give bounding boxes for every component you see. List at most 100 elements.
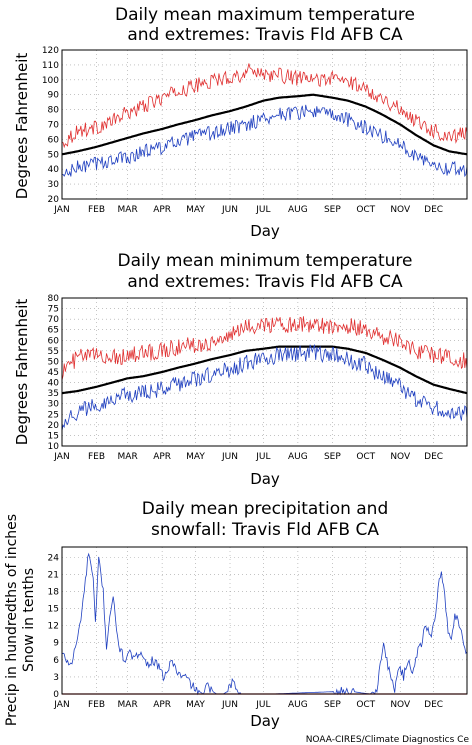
y-tick-label: 75 (48, 305, 59, 315)
y-tick-label: 65 (48, 326, 59, 336)
plot-frame (61, 49, 468, 200)
x-tick-label: AUG (288, 205, 308, 215)
y-tick-label: 30 (48, 400, 60, 410)
y-tick-label: 30 (48, 180, 60, 190)
grid (61, 49, 467, 200)
chart-title-line-1: Daily mean maximum temperature (115, 5, 415, 25)
y-tick-label: 60 (48, 135, 60, 145)
x-tick-label: NOV (390, 205, 411, 215)
chart-title-line-1: Daily mean minimum temperature (118, 251, 413, 271)
y-tick-label: 20 (48, 421, 60, 431)
y-tick-label: 3 (53, 673, 59, 683)
x-tick-label: OCT (356, 700, 375, 710)
x-tick-label: JUL (255, 205, 270, 215)
x-tick-label: MAR (118, 700, 138, 710)
y-tick-label: 80 (48, 106, 60, 116)
x-tick-label: JAN (53, 700, 69, 710)
series-line-precip (61, 552, 468, 696)
x-tick-label: OCT (356, 205, 375, 215)
x-tick-labels: JAN FEB MAR APR MAY JUN JUL AUG SEP OCT … (53, 205, 443, 215)
x-tick-label: DEC (424, 700, 443, 710)
y-tick-label: 12 (48, 622, 59, 632)
x-tick-label: MAR (118, 452, 138, 462)
series-line-min-extreme (61, 104, 468, 178)
y-tick-label: 0 (53, 690, 59, 700)
x-tick-label: MAR (118, 205, 138, 215)
y-axis-label-line-2: Snow in tenths (21, 568, 37, 672)
series-line-mean (61, 345, 468, 395)
y-tick-label: 18 (48, 587, 60, 597)
y-tick-label: 9 (53, 639, 59, 649)
y-tick-label: 40 (48, 165, 60, 175)
grid (61, 547, 467, 695)
x-tick-label: FEB (88, 700, 105, 710)
plot-frame (61, 546, 468, 695)
y-tick-label: 15 (48, 605, 59, 615)
series-lines (61, 316, 468, 431)
x-axis-label: Day (250, 712, 280, 730)
x-tick-label: DEC (424, 452, 443, 462)
series-line-min-extreme (61, 343, 468, 431)
x-tick-label: SEP (324, 205, 341, 215)
y-tick-label: 21 (48, 570, 59, 580)
x-tick-label: MAY (186, 205, 205, 215)
series-lines (61, 552, 468, 696)
y-tick-label: 6 (53, 656, 59, 666)
y-tick-label: 60 (48, 336, 60, 346)
x-tick-label: MAY (186, 700, 205, 710)
x-tick-label: JAN (53, 452, 69, 462)
x-tick-label: JUL (255, 700, 270, 710)
y-axis-label: Degrees Fahrenheit (13, 53, 31, 200)
x-tick-label: JAN (53, 205, 69, 215)
x-tick-label: APR (153, 700, 171, 710)
x-tick-label: JUL (255, 452, 270, 462)
y-tick-label: 90 (48, 91, 60, 101)
chart-max-temp: Daily mean maximum temperature and extre… (13, 5, 468, 240)
y-tick-label: 35 (48, 389, 59, 399)
y-tick-labels: 10 15 20 25 30 35 40 45 50 55 60 65 70 7… (48, 294, 60, 452)
x-tick-label: AUG (288, 700, 308, 710)
x-tick-label: SEP (324, 700, 341, 710)
chart-title-line-2: and extremes: Travis Fld AFB CA (127, 25, 403, 45)
x-tick-label: APR (153, 452, 171, 462)
x-tick-labels: JAN FEB MAR APR MAY JUN JUL AUG SEP OCT … (53, 700, 443, 710)
plot-frame (61, 297, 468, 447)
series-line-max-extreme (61, 63, 468, 149)
y-tick-label: 10 (48, 442, 60, 452)
y-tick-labels: 0 3 6 9 12 15 18 21 24 (48, 553, 60, 700)
y-tick-labels: 20 30 40 50 60 70 80 90 100 110 120 (42, 46, 59, 205)
x-axis-label: Day (250, 470, 280, 488)
y-tick-label: 70 (48, 121, 60, 131)
chart-min-temp: Daily mean minimum temperature and extre… (13, 251, 468, 488)
chart-precip: Daily mean precipitation and snowfall: T… (4, 499, 468, 730)
y-tick-label: 80 (48, 294, 60, 304)
x-tick-label: AUG (288, 452, 308, 462)
x-axis-label: Day (250, 222, 280, 240)
y-tick-label: 55 (48, 347, 59, 357)
y-tick-label: 70 (48, 315, 60, 325)
x-tick-label: DEC (424, 205, 443, 215)
x-tick-label: JUN (221, 700, 238, 710)
x-tick-label: JUN (221, 205, 238, 215)
y-tick-label: 15 (48, 431, 59, 441)
x-tick-label: NOV (390, 700, 411, 710)
credit-text: NOAA-CIRES/Climate Diagnostics Ce (306, 735, 470, 745)
series-line-mean (61, 93, 468, 156)
y-tick-label: 120 (42, 46, 59, 56)
y-tick-label: 40 (48, 379, 60, 389)
y-axis-label-line-1: Precip in hundredths of inches (4, 514, 20, 726)
y-tick-label: 25 (48, 410, 59, 420)
series-lines (61, 63, 468, 178)
y-tick-label: 100 (42, 76, 59, 86)
series-line-max-extreme (61, 316, 468, 381)
y-tick-label: 24 (48, 553, 60, 563)
x-tick-label: FEB (88, 205, 105, 215)
x-tick-labels: JAN FEB MAR APR MAY JUN JUL AUG SEP OCT … (53, 452, 443, 462)
chart-title-line-1: Daily mean precipitation and (142, 499, 389, 519)
y-tick-label: 20 (48, 195, 60, 205)
x-tick-label: APR (153, 205, 171, 215)
x-tick-label: SEP (324, 452, 341, 462)
x-tick-label: JUN (221, 452, 238, 462)
chart-title-line-2: and extremes: Travis Fld AFB CA (127, 272, 403, 292)
